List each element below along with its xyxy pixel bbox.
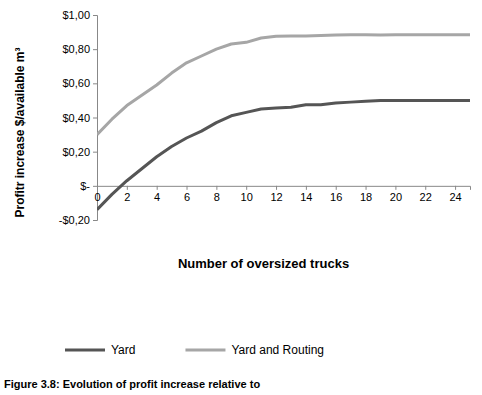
x-axis-line	[98, 186, 471, 190]
x-tick-label: 4	[154, 191, 160, 203]
x-tick-mark	[276, 186, 277, 190]
x-tick-label: 18	[360, 191, 372, 203]
y-tick-label: $0,20	[62, 146, 90, 158]
x-axis: 024681012141618202224	[94, 186, 470, 203]
x-tick-label: 12	[270, 191, 282, 203]
x-tick: 16	[330, 186, 342, 203]
x-tick: 8	[214, 186, 220, 203]
x-tick: 2	[124, 186, 130, 203]
x-tick-mark	[187, 186, 188, 190]
x-tick-mark	[336, 186, 337, 190]
series-line	[97, 100, 470, 209]
x-axis-title: Number of oversized trucks	[178, 256, 349, 271]
x-tick-label: 2	[124, 191, 130, 203]
y-tick-label: $0,40	[62, 112, 90, 124]
x-tick-label: 10	[241, 191, 253, 203]
x-tick-mark	[395, 186, 396, 190]
x-tick-mark	[216, 186, 217, 190]
y-tick: $0,80	[62, 43, 97, 55]
y-tick: -$0,20	[59, 214, 97, 226]
legend-swatch	[65, 349, 105, 352]
y-axis: -$0,20 $- $0,20 $0,40 $0,60 $0,80 $1,00	[59, 9, 98, 226]
x-tick-mark	[366, 186, 367, 190]
x-tick-label: 14	[300, 191, 312, 203]
x-tick-label: 8	[214, 191, 220, 203]
y-tick: $0,40	[62, 112, 97, 124]
x-tick-mark	[246, 186, 247, 190]
x-tick: 12	[270, 186, 282, 203]
x-tick-mark	[425, 186, 426, 190]
legend-label: Yard and Routing	[231, 343, 324, 357]
x-tick-label: 16	[330, 191, 342, 203]
plot-area	[97, 35, 470, 210]
y-tick: $0,20	[62, 146, 97, 158]
legend-item: Yard and Routing	[185, 343, 324, 357]
x-tick-mark	[157, 186, 158, 190]
x-tick: 14	[300, 186, 312, 203]
y-tick-label: -$0,20	[59, 214, 90, 226]
x-tick: 4	[154, 186, 160, 203]
legend-item: Yard	[65, 343, 135, 357]
caption: Figure 3.8: Evolution of profit increase…	[4, 378, 260, 390]
x-tick-mark	[455, 186, 456, 190]
x-tick: 20	[390, 186, 402, 203]
y-tick-mark	[93, 186, 97, 187]
x-tick-mark	[97, 186, 98, 190]
y-tick-label: $0,60	[62, 77, 90, 89]
y-tick-mark	[93, 220, 97, 221]
x-tick: 24	[449, 186, 461, 203]
y-tick-mark	[93, 152, 97, 153]
y-tick-mark	[93, 118, 97, 119]
legend-swatch	[185, 349, 225, 352]
x-tick-mark	[127, 186, 128, 190]
x-tick: 18	[360, 186, 372, 203]
x-tick-label: 24	[449, 191, 461, 203]
y-tick-label: $-	[80, 180, 90, 192]
x-tick-label: 22	[420, 191, 432, 203]
x-tick: 22	[420, 186, 432, 203]
y-tick-mark	[93, 49, 97, 50]
x-tick: 10	[241, 186, 253, 203]
y-tick-label: $0,80	[62, 43, 90, 55]
x-tick: 0	[94, 186, 100, 203]
x-tick-mark	[306, 186, 307, 190]
y-tick-label: $1,00	[62, 9, 90, 21]
y-tick: $1,00	[62, 9, 97, 21]
series-line	[97, 35, 470, 135]
y-axis-title: Profitr increase $/available m³	[13, 47, 27, 217]
legend: Yard Yard and Routing	[65, 343, 324, 357]
legend-label: Yard	[111, 343, 135, 357]
chart: -$0,20$-$0,20$0,40$0,60$0,80$1,000246810…	[0, 0, 482, 395]
x-tick-label: 6	[184, 191, 190, 203]
x-tick-label: 20	[390, 191, 402, 203]
x-tick: 6	[184, 186, 190, 203]
y-tick-mark	[93, 15, 97, 16]
y-tick: $0,60	[62, 77, 97, 89]
x-tick-label: 0	[94, 191, 100, 203]
y-tick-mark	[93, 83, 97, 84]
